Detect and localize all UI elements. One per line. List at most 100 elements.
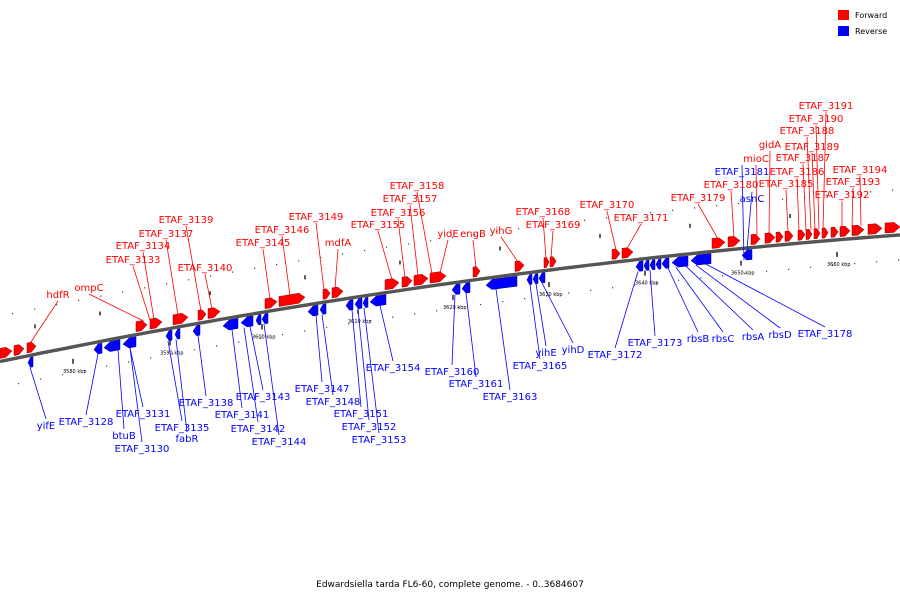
gene-label: ETAF_3130: [115, 444, 170, 455]
forward-gene[interactable]: [278, 292, 306, 307]
reverse-gene[interactable]: [526, 274, 533, 285]
forward-gene[interactable]: [821, 227, 829, 239]
scale-dot: [832, 264, 834, 267]
forward-gene[interactable]: [0, 347, 13, 359]
forward-gene[interactable]: [884, 222, 900, 234]
forward-gene[interactable]: [611, 248, 621, 260]
forward-gene[interactable]: [13, 344, 25, 356]
gene-label: ETAF_3191: [799, 101, 854, 112]
reverse-gene[interactable]: [671, 255, 689, 268]
forward-gene[interactable]: [543, 257, 550, 268]
reverse-gene[interactable]: [362, 297, 369, 308]
reverse-gene[interactable]: [93, 342, 103, 355]
reverse-gene[interactable]: [319, 303, 327, 315]
scale-dot: [100, 295, 102, 297]
reverse-gene[interactable]: [103, 339, 121, 352]
scale-dot: [474, 233, 476, 236]
reverse-gene[interactable]: [741, 249, 753, 261]
reverse-gene[interactable]: [369, 294, 387, 307]
leader-line: [142, 251, 155, 320]
reverse-gene[interactable]: [122, 336, 137, 349]
reverse-gene[interactable]: [345, 299, 354, 311]
reverse-gene[interactable]: [165, 329, 173, 341]
forward-gene[interactable]: [264, 297, 278, 310]
forward-gene[interactable]: [775, 231, 784, 243]
reverse-gene[interactable]: [222, 318, 239, 331]
forward-gene[interactable]: [172, 313, 189, 326]
forward-gene[interactable]: [26, 341, 37, 354]
forward-gene[interactable]: [797, 229, 806, 241]
forward-gene[interactable]: [851, 224, 865, 236]
leader-line: [88, 293, 145, 322]
scale-dot: [876, 261, 878, 263]
reverse-gene[interactable]: [635, 260, 644, 272]
reverse-gene[interactable]: [649, 259, 656, 271]
forward-gene[interactable]: [413, 274, 429, 286]
forward-gene[interactable]: [813, 228, 821, 240]
forward-gene[interactable]: [805, 229, 813, 240]
reverse-gene[interactable]: [255, 314, 262, 326]
tick-label: 3580 kbp: [63, 369, 87, 375]
forward-gene[interactable]: [621, 247, 634, 259]
reverse-gene[interactable]: [532, 273, 539, 285]
reverse-gene[interactable]: [538, 272, 546, 284]
reverse-gene[interactable]: [240, 315, 254, 328]
scale-dot: [414, 313, 416, 315]
reverse-gene[interactable]: [690, 253, 712, 266]
leader-line: [185, 225, 202, 311]
forward-gene[interactable]: [207, 307, 221, 319]
scale-dot: [452, 237, 454, 239]
forward-gene[interactable]: [764, 232, 776, 244]
forward-gene[interactable]: [549, 256, 557, 268]
forward-gene[interactable]: [135, 320, 148, 332]
reverse-gene[interactable]: [354, 297, 363, 310]
scale-dot: [656, 282, 658, 284]
leader-line: [132, 265, 151, 321]
forward-gene[interactable]: [514, 260, 525, 272]
tick-label: 3590 kbp: [160, 350, 184, 356]
forward-gene[interactable]: [384, 278, 400, 290]
leader-line: [249, 326, 264, 391]
gene-label: ETAF_3190: [789, 114, 844, 125]
leader-line: [397, 218, 406, 278]
gene-label: ETAF_3155: [351, 220, 406, 231]
gene-label: mdfA: [325, 238, 352, 249]
forward-gene[interactable]: [197, 309, 207, 321]
reverse-gene[interactable]: [174, 328, 181, 340]
reverse-gene[interactable]: [261, 313, 269, 325]
forward-gene[interactable]: [867, 223, 883, 235]
tick-label: 3600 kbp: [252, 334, 276, 340]
leader-line: [29, 367, 47, 420]
reverse-gene[interactable]: [643, 259, 650, 271]
reverse-gene[interactable]: [461, 282, 471, 294]
leader-line: [321, 314, 334, 396]
scale-dot: [612, 287, 614, 289]
forward-gene[interactable]: [401, 276, 413, 288]
reverse-gene[interactable]: [661, 257, 670, 269]
scale-dot: [678, 279, 680, 281]
scale-dot: [716, 205, 718, 207]
reverse-gene[interactable]: [27, 356, 34, 368]
scale-dot: [106, 365, 108, 367]
forward-gene[interactable]: [727, 236, 741, 248]
forward-gene[interactable]: [429, 271, 447, 284]
reverse-gene[interactable]: [451, 283, 461, 295]
forward-gene[interactable]: [711, 237, 726, 249]
leader-line: [465, 293, 477, 378]
scale-dot: [172, 353, 174, 355]
forward-gene[interactable]: [149, 317, 163, 330]
forward-gene[interactable]: [830, 226, 839, 238]
leader-line: [243, 327, 259, 423]
forward-gene[interactable]: [472, 266, 481, 278]
leader-line: [785, 189, 789, 233]
reverse-gene[interactable]: [655, 258, 662, 270]
forward-gene[interactable]: [322, 288, 331, 300]
forward-gene[interactable]: [331, 286, 344, 299]
forward-gene[interactable]: [750, 233, 761, 245]
reverse-gene[interactable]: [307, 304, 319, 317]
reverse-gene[interactable]: [485, 275, 518, 290]
forward-gene[interactable]: [839, 225, 851, 237]
gene-label: ETAF_3172: [588, 350, 643, 361]
reverse-gene[interactable]: [192, 324, 201, 336]
forward-gene[interactable]: [784, 230, 794, 242]
